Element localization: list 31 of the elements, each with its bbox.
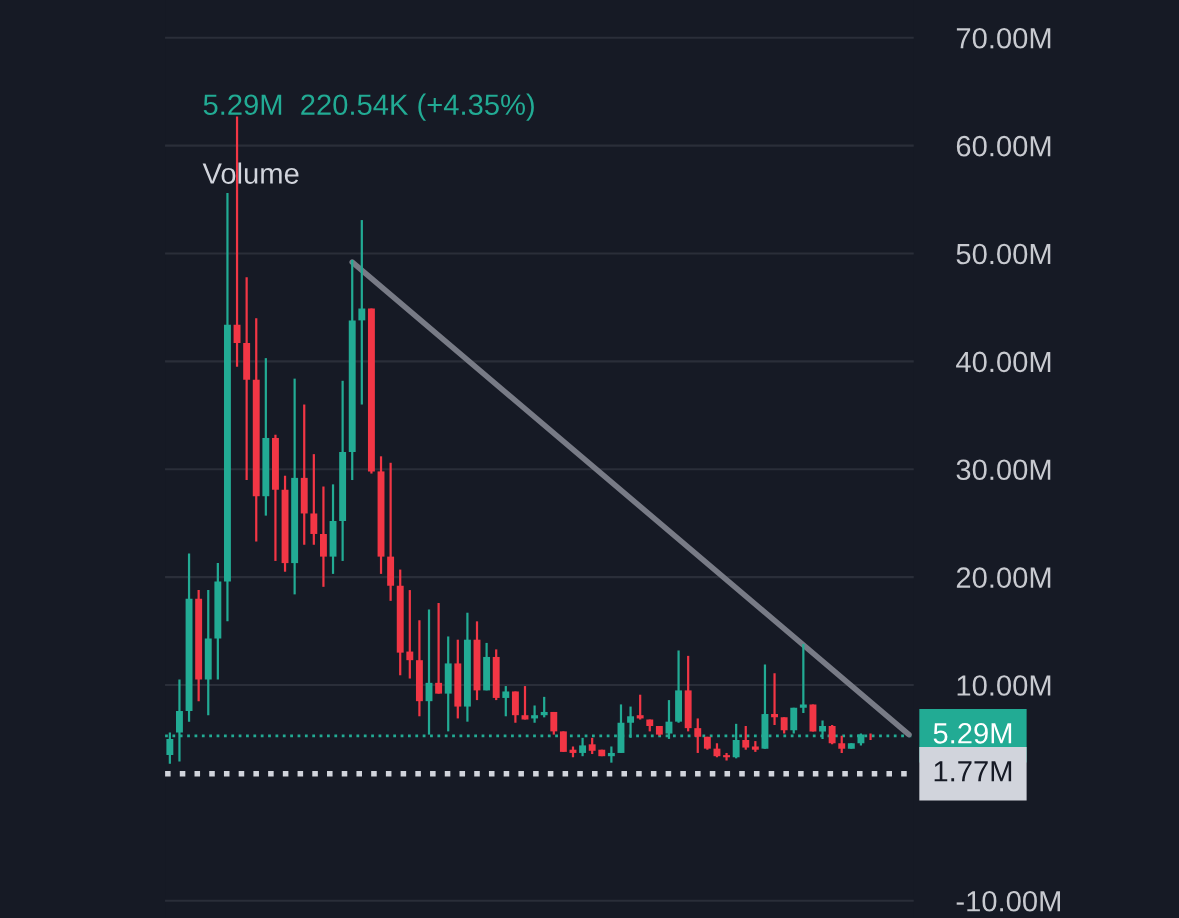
candlestick xyxy=(540,695,548,719)
candlestick xyxy=(435,601,443,695)
candlestick xyxy=(723,751,731,762)
candlestick xyxy=(771,672,779,727)
candlestick xyxy=(502,684,510,718)
y-tick-label: 40.00M xyxy=(956,351,1051,373)
candlestick xyxy=(521,684,529,721)
candlestick xyxy=(742,724,750,751)
y-tick-label: 70.00M xyxy=(956,27,1051,49)
ref-line-label: 5.29M xyxy=(933,722,1012,744)
candlestick xyxy=(636,693,644,721)
candlestick xyxy=(694,717,702,755)
candlestick xyxy=(627,705,635,739)
y-tick-label: 10.00M xyxy=(957,675,1051,696)
y-tick-label: 50.00M xyxy=(956,243,1051,265)
y-tick-label: 30.00M xyxy=(956,459,1051,481)
candlestick xyxy=(358,218,366,406)
candlestick xyxy=(559,730,567,753)
candlestick xyxy=(579,736,587,758)
annotation: 5.29M 220.54K (+4.35%) xyxy=(203,93,534,121)
y-tick-label: 60.00M xyxy=(956,135,1051,157)
candlestick xyxy=(531,704,539,724)
y-tick-label: -10.00M xyxy=(956,890,1060,912)
candlestick xyxy=(406,588,414,680)
candlestick xyxy=(799,642,807,715)
candlestick xyxy=(828,723,836,746)
candlestick xyxy=(511,690,519,724)
y-tick-label: 20.00M xyxy=(956,567,1051,588)
candlestick xyxy=(319,485,327,588)
candlestick xyxy=(310,453,318,546)
ref-line-label: 1.77M xyxy=(934,761,1012,782)
